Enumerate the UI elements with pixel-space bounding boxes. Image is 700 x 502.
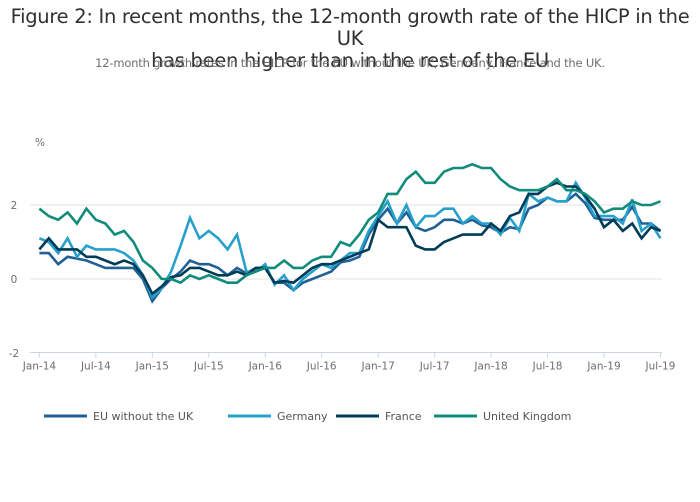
series-line-united-kingdom (38, 162, 661, 285)
x-tick-label: Jul-16 (306, 361, 337, 373)
x-tick-label: Jul-17 (419, 361, 450, 373)
x-tick-label: Jan-14 (22, 361, 57, 373)
x-tick-label: Jul-19 (645, 361, 676, 373)
x-tick-label: Jan-17 (360, 361, 394, 373)
chart-title-line-2: has been higher than in the rest of the … (151, 49, 549, 72)
chart-title-line-1: Figure 2: In recent months, the 12-month… (10, 5, 690, 50)
chart-title: Figure 2: In recent months, the 12-month… (0, 6, 700, 72)
legend-item: France (336, 410, 422, 423)
x-tick-label: Jul-15 (193, 361, 224, 373)
x-tick-label: Jan-18 (473, 361, 507, 373)
legend: EU without the UK Germany France United Kin… (44, 410, 571, 423)
chart-subtitle: 12-month growth rates in the HICP for th… (95, 56, 605, 70)
x-axis: Jan-14 Jul-14 Jan-15 Jul-15 Jan-16 Jul-16 Jan-… (22, 352, 676, 373)
x-tick-label: Jul-18 (532, 361, 563, 373)
x-tick-label: Jan-19 (586, 361, 620, 373)
series-line-france (38, 181, 661, 296)
series-lines (38, 162, 662, 304)
x-tick-label: Jan-15 (135, 361, 169, 373)
x-tick-label: Jul-14 (80, 361, 111, 373)
legend-label: United Kingdom (483, 410, 571, 423)
y-tick-label: 2 (11, 200, 18, 212)
legend-item: United Kingdom (434, 410, 571, 423)
gridlines (30, 204, 662, 280)
legend-label: Germany (277, 410, 328, 423)
legend-label: EU without the UK (93, 410, 194, 423)
x-tick-label: Jan-16 (248, 361, 283, 373)
legend-label: France (385, 410, 422, 423)
legend-item: Germany (228, 410, 328, 423)
y-tick-label: 0 (11, 274, 18, 286)
y-axis-unit-label: % (35, 137, 45, 149)
y-axis: -2 0 2 (9, 200, 19, 360)
series-line-eu-without-the-uk (39, 192, 662, 304)
legend-item: EU without the UK (44, 410, 194, 423)
y-tick-label: -2 (9, 348, 19, 360)
